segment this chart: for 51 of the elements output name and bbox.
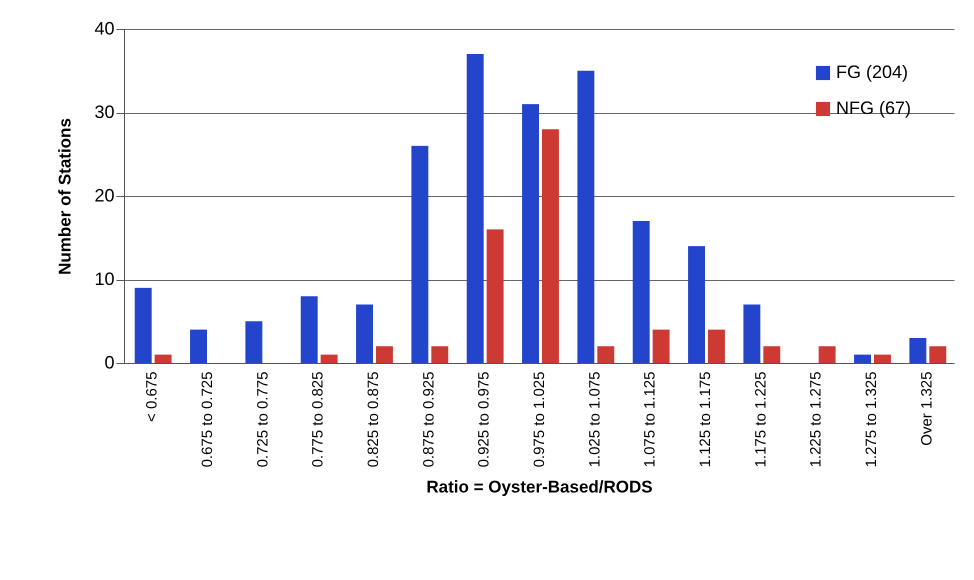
x-tick-label: 1.225 to 1.275 [808,372,825,468]
bar [632,221,650,363]
y-tick-label: 0 [104,352,114,372]
y-tick-label: 10 [94,269,114,289]
y-axis-title: Number of Stations [55,118,74,275]
x-tick-label: 0.925 to 0.975 [476,372,493,468]
bar [763,346,780,363]
legend-label: NFG (67) [836,98,912,118]
x-tick-label: 0.975 to 1.025 [531,372,548,468]
legend-label: FG (204) [836,62,908,82]
bar [743,304,760,363]
bar [708,330,725,363]
bar [597,346,614,363]
bar [356,304,373,363]
bar [466,54,484,363]
bar [542,129,559,363]
bar [320,354,338,363]
bar [134,288,152,363]
x-axis-title: Ratio = Oyster-Based/RODS [426,477,653,496]
bar [245,321,262,363]
bar [909,338,926,363]
bar [688,246,705,363]
bar [522,104,539,363]
bar [431,346,448,363]
bar [411,146,428,363]
bar [818,346,836,363]
bar [652,330,670,363]
x-tick-label: Over 1.325 [918,372,936,446]
x-tick-label: 1.125 to 1.175 [697,372,714,468]
bar [854,354,871,363]
bar [577,70,594,363]
bar [929,346,946,363]
x-tick-label: 0.875 to 0.925 [420,372,438,468]
x-tick-label: 1.275 to 1.325 [863,372,880,468]
bar [486,229,504,363]
bar [154,354,172,363]
bar [376,346,393,363]
x-tick-label: < 0.675 [144,372,161,422]
bar [300,296,318,363]
x-tick-label: 0.675 to 0.725 [199,372,216,468]
y-tick-label: 40 [94,18,114,38]
bar [874,354,891,363]
bar [190,330,207,363]
x-tick-label: 0.775 to 0.825 [310,372,327,468]
y-tick-label: 20 [94,186,114,206]
x-tick-label: 0.725 to 0.775 [254,372,272,468]
x-tick-label: 1.175 to 1.225 [752,372,770,468]
x-tick-label: 0.825 to 0.875 [365,372,382,468]
x-tick-label: 1.025 to 1.075 [586,372,604,468]
y-tick-label: 30 [94,102,114,122]
x-tick-label: 1.075 to 1.125 [642,372,659,468]
